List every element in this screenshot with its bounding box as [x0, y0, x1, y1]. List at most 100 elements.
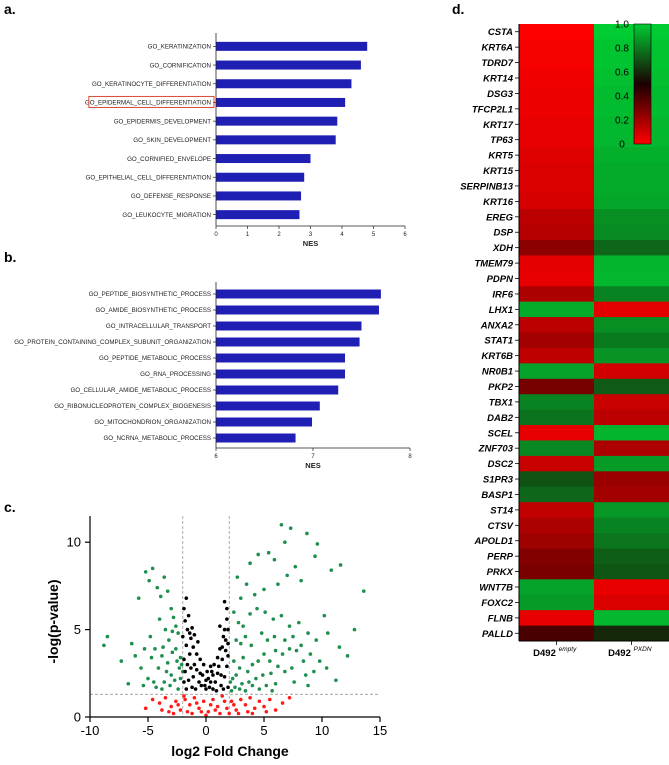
volcano-point-not_significant [220, 694, 225, 698]
volcano-point-below_fc_threshold [198, 657, 202, 662]
heatmap-cell [519, 409, 595, 426]
panel-label-d: d. [452, 1, 464, 17]
heatmap-cell [594, 85, 669, 102]
gene-label: KRT14 [483, 73, 514, 84]
volcano-point-not_significant [171, 711, 176, 716]
volcano-point-below_fc_threshold [225, 664, 229, 669]
volcano-point-significant [250, 683, 255, 688]
volcano-point-below_fc_threshold [222, 627, 227, 632]
heatmap-cell [594, 409, 669, 426]
volcano-point-significant [244, 582, 249, 586]
volcano-point-not_significant [178, 708, 183, 712]
heatmap-cell [594, 548, 669, 565]
volcano-point-below_fc_threshold [185, 662, 190, 667]
heatmap-cell [519, 101, 595, 118]
volcano-point-below_fc_threshold [191, 675, 196, 679]
volcano-point-not_significant [215, 704, 220, 709]
volcano-point-not_significant [280, 701, 285, 705]
go-bar-chart-a: GO_KERATINIZATION GO_CORNIFICATION GO_KERA… [85, 33, 407, 248]
volcano-point-significant [178, 655, 183, 660]
volcano-point-not_significant [264, 709, 269, 714]
volcano-point-significant [283, 638, 287, 642]
heatmap-cell [519, 579, 595, 596]
volcano-point-significant [174, 624, 178, 628]
volcano-point-significant [162, 680, 167, 684]
heatmap-cell [519, 39, 595, 56]
volcano-point-below_fc_threshold [184, 596, 189, 600]
gene-label: IRF6 [492, 289, 513, 300]
volcano-point-below_fc_threshold [186, 613, 191, 618]
colorbar-tick-label: 0 [619, 140, 625, 151]
heatmap-cell [519, 178, 595, 195]
volcano-point-below_fc_threshold [193, 687, 198, 691]
volcano-point-significant [272, 634, 277, 639]
volcano-point-below_fc_threshold [184, 687, 189, 691]
volcano-point-significant [177, 666, 182, 670]
volcano-point-significant [297, 620, 301, 625]
volcano-point-significant [337, 645, 342, 649]
volcano-point-significant [326, 631, 330, 635]
volcano-point-significant [165, 589, 170, 593]
heatmap-cell [594, 39, 669, 56]
heatmap-cell [594, 594, 669, 611]
volcano-point-significant [329, 568, 334, 572]
a-bar [216, 79, 352, 89]
volcano-point-significant [230, 676, 235, 681]
heatmap-cell [594, 286, 669, 303]
gene-label: NR0B1 [482, 367, 513, 378]
volcano-point-below_fc_threshold [183, 619, 187, 623]
heatmap-cell [519, 85, 595, 102]
b-category-label: GO_NCRNA_METABOLIC_PROCESS [103, 435, 211, 442]
column-label: D492 [533, 648, 556, 659]
b-bar [216, 353, 346, 363]
go-bar-chart-b: GO_PEPTIDE_BIOSYNTHETIC_PROCESS GO_AMIDE_… [14, 282, 412, 470]
volcano-point-significant [315, 542, 320, 546]
volcano-point-below_fc_threshold [225, 617, 229, 621]
gene-label: PALLD [482, 629, 513, 640]
volcano-point-below_fc_threshold [223, 648, 228, 653]
volcano-point-significant [129, 641, 134, 646]
volcano-point-significant [232, 610, 236, 614]
volcano-point-below_fc_threshold [184, 643, 189, 648]
volcano-point-significant [160, 654, 164, 658]
volcano-point-significant [126, 681, 131, 686]
a-category-label: GO_DEFENSE_RESPONSE [131, 193, 211, 200]
volcano-point-significant [314, 638, 319, 642]
gene-label: TBX1 [489, 397, 513, 408]
volcano-point-not_significant [150, 697, 155, 702]
volcano-point-not_significant [157, 701, 162, 705]
a-category-label: GO_CORNIFIED_ENVELOPE [127, 156, 211, 163]
heatmap-cell [594, 255, 669, 272]
volcano-point-significant [164, 669, 169, 674]
volcano-point-below_fc_threshold [205, 669, 209, 674]
b-xtick-label: 8 [408, 454, 412, 460]
volcano-point-below_fc_threshold [226, 654, 230, 658]
volcano-point-not_significant [174, 699, 178, 704]
volcano-point-below_fc_threshold [181, 634, 185, 639]
volcano-point-significant [142, 647, 147, 651]
volcano-point-below_fc_threshold [226, 685, 230, 690]
b-bar [216, 417, 313, 427]
volcano-point-not_significant [239, 697, 243, 702]
gene-label: ANXA2 [480, 320, 514, 331]
a-x-axis-label: NES [303, 239, 318, 248]
volcano-point-significant [169, 673, 173, 677]
volcano-point-below_fc_threshold [201, 662, 206, 667]
heatmap-cell [519, 193, 595, 210]
volcano-point-significant [158, 594, 163, 599]
heatmap-cell [519, 378, 595, 395]
volcano-point-significant [176, 687, 180, 691]
gene-label: KRT5 [488, 151, 513, 162]
volcano-point-not_significant [232, 702, 236, 707]
volcano-point-not_significant [167, 709, 171, 714]
heatmap-cell [594, 378, 669, 395]
heatmap-cell [519, 425, 595, 441]
column-label-superscript: PXDN [633, 646, 651, 653]
gene-label: TDRD7 [481, 58, 513, 69]
volcano-point-below_fc_threshold [214, 688, 219, 693]
volcano-point-significant [283, 540, 287, 545]
colorbar-tick-label: 0.8 [615, 44, 629, 55]
gene-label: KRT15 [483, 166, 514, 177]
volcano-point-significant [146, 676, 150, 681]
